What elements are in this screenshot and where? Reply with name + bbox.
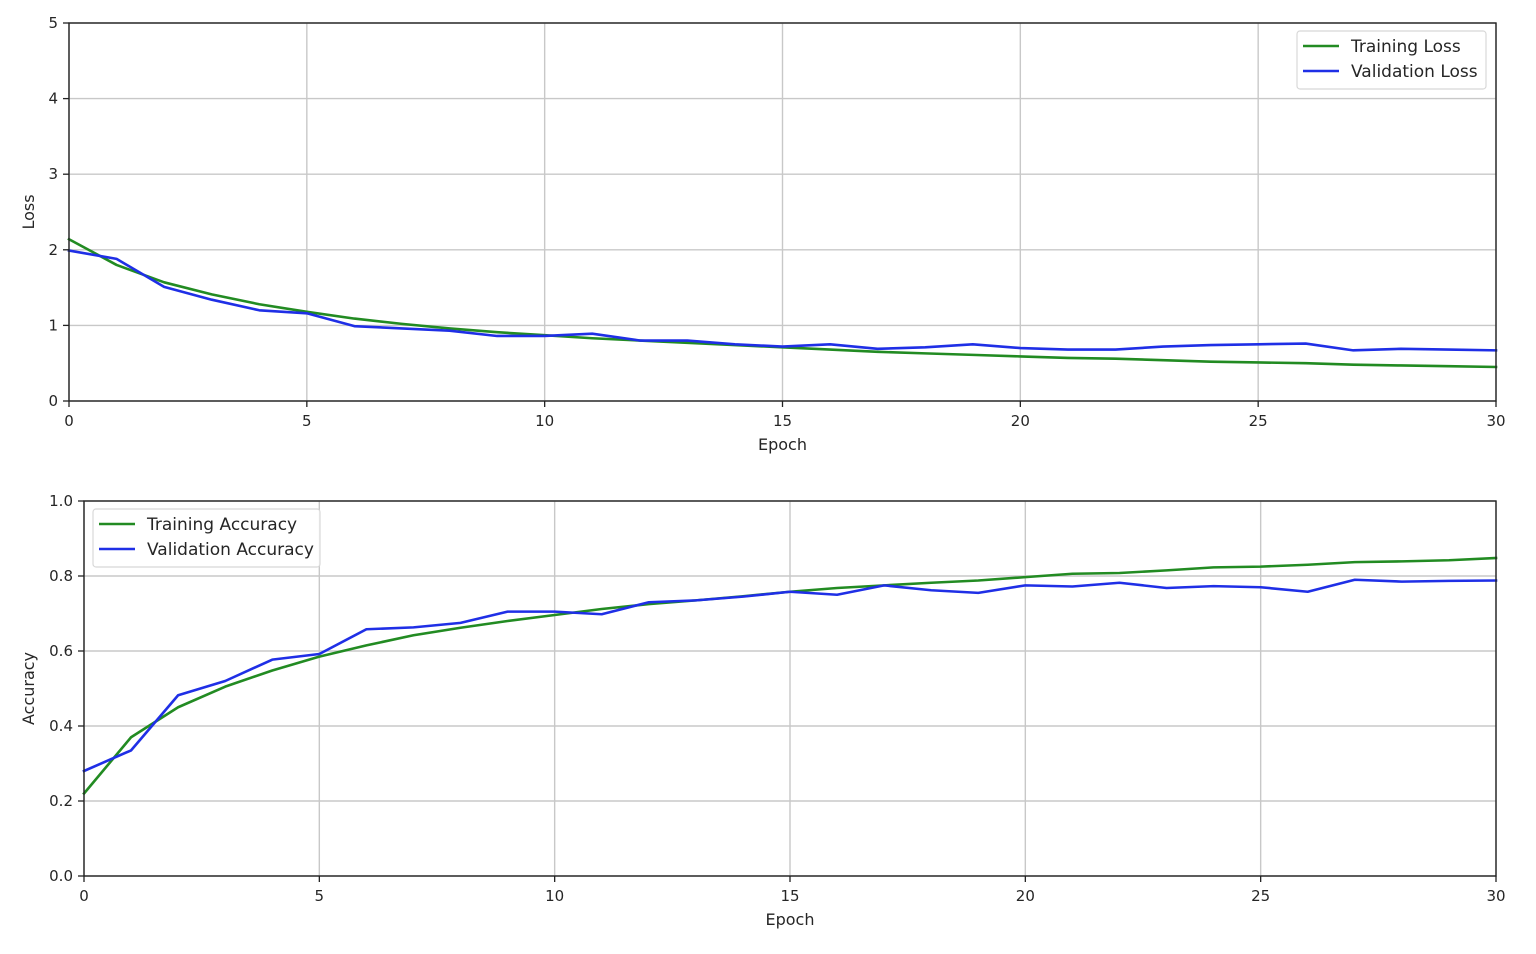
loss-ytick-label-3: 3: [48, 165, 58, 183]
accuracy-xtick-label-1: 5: [315, 887, 325, 905]
accuracy-ytick-label-5: 1.0: [49, 492, 73, 510]
accuracy-xtick-label-3: 15: [780, 887, 799, 905]
accuracy-legend-label-0: Training Accuracy: [146, 515, 297, 535]
loss-xtick-label-4: 20: [1011, 412, 1030, 430]
loss-legend-box: [1296, 30, 1487, 90]
accuracy-legend: Training Accuracy Validation Accuracy: [92, 508, 321, 568]
loss-xtick-label-6: 30: [1486, 412, 1505, 430]
loss-ytick-label-0: 0: [48, 392, 58, 410]
accuracy-ytick-label-2: 0.4: [49, 717, 73, 735]
accuracy-ytick-label-1: 0.2: [49, 792, 73, 810]
loss-legend: Training Loss Validation Loss: [1296, 30, 1487, 90]
accuracy-chart: 0 5 10 15 20 25 30 0.0 0.2 0.4 0.6 0.8 1.0 Epoch Accur…: [19, 492, 1506, 929]
accuracy-xtick-label-4: 20: [1016, 887, 1035, 905]
loss-xtick-label-5: 25: [1249, 412, 1268, 430]
loss-xtick-label-0: 0: [64, 412, 74, 430]
loss-xtick-label-3: 15: [773, 412, 792, 430]
loss-legend-label-1: Validation Loss: [1351, 62, 1478, 82]
loss-xtick-label-2: 10: [535, 412, 554, 430]
accuracy-xtick-label-0: 0: [79, 887, 89, 905]
loss-ytick-label-5: 5: [48, 14, 58, 32]
loss-ylabel: Loss: [19, 194, 38, 229]
accuracy-xtick-label-5: 25: [1251, 887, 1270, 905]
accuracy-xtick-label-6: 30: [1486, 887, 1505, 905]
loss-ytick-label-2: 2: [48, 241, 58, 259]
loss-ytick-label-1: 1: [48, 316, 58, 334]
accuracy-ytick-label-0: 0.0: [49, 867, 73, 885]
accuracy-ytick-label-4: 0.8: [49, 567, 73, 585]
accuracy-xtick-label-2: 10: [545, 887, 564, 905]
loss-legend-label-0: Training Loss: [1350, 37, 1461, 57]
accuracy-ylabel: Accuracy: [19, 652, 38, 725]
loss-xtick-label-1: 5: [302, 412, 312, 430]
accuracy-series-validation-accuracy: [82, 578, 1498, 773]
loss-series-validation-loss: [67, 249, 1498, 352]
loss-xlabel: Epoch: [758, 435, 807, 454]
loss-ytick-label-4: 4: [48, 90, 58, 108]
accuracy-ytick-label-3: 0.6: [49, 642, 73, 660]
accuracy-xlabel: Epoch: [766, 910, 815, 929]
accuracy-legend-label-1: Validation Accuracy: [147, 540, 314, 560]
loss-chart: 0 5 10 15 20 25 30 0 1 2 3 4 5 Epoch Loss Training Loss…: [19, 14, 1506, 454]
accuracy-legend-box: [92, 508, 321, 568]
